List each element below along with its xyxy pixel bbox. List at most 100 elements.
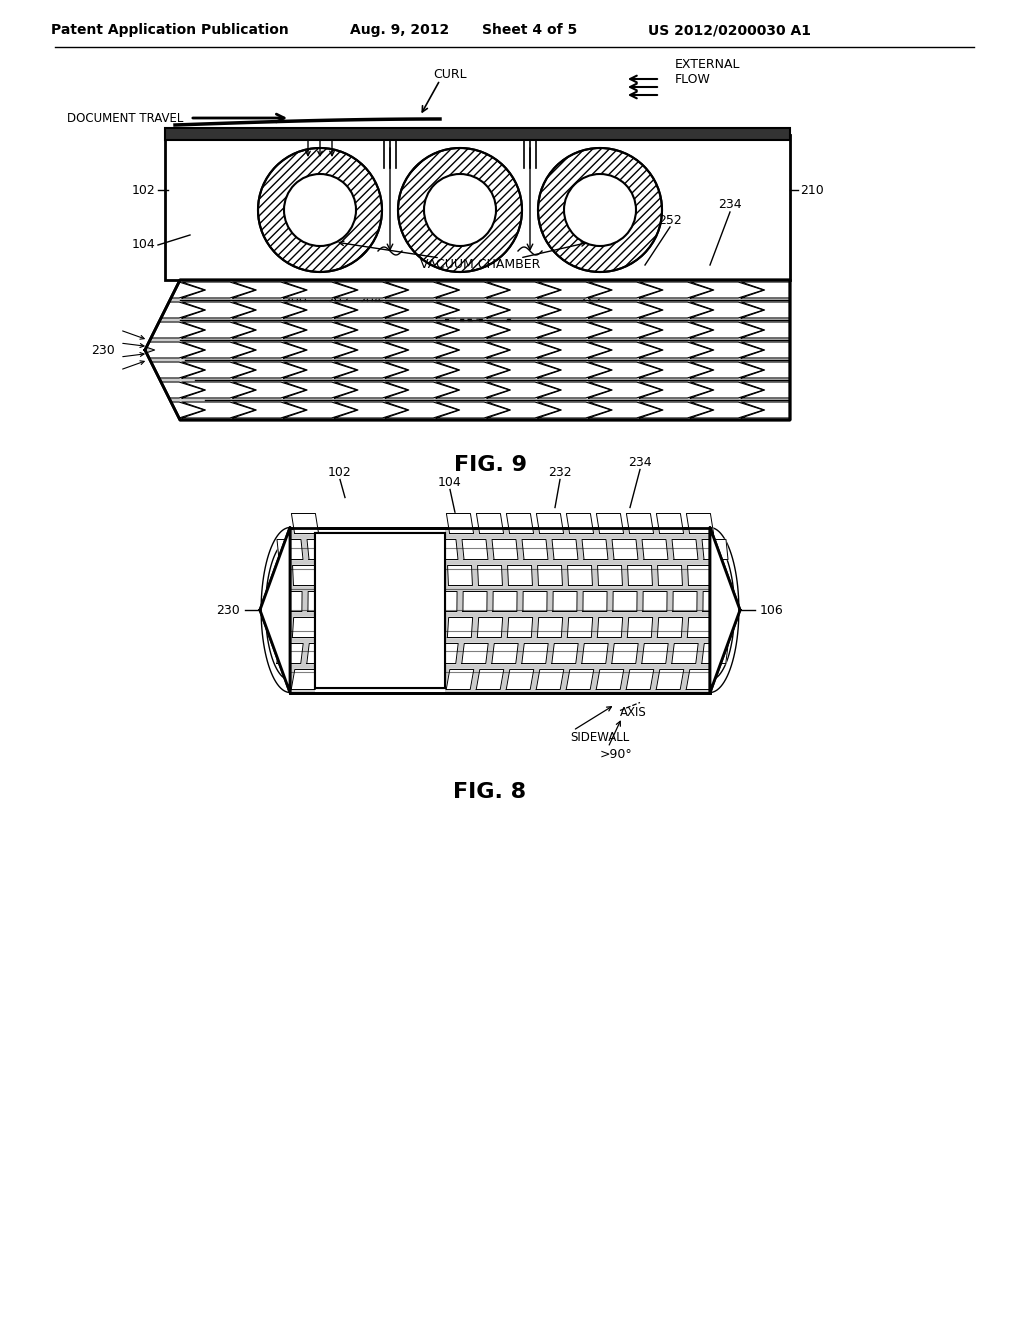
Polygon shape xyxy=(690,322,764,338)
Polygon shape xyxy=(487,362,560,378)
Polygon shape xyxy=(673,591,697,611)
Bar xyxy=(165,135,790,280)
Polygon shape xyxy=(538,282,611,298)
Polygon shape xyxy=(260,528,290,693)
Polygon shape xyxy=(538,362,611,378)
Polygon shape xyxy=(656,669,684,689)
Text: US 2012/0200030 A1: US 2012/0200030 A1 xyxy=(648,22,811,37)
Polygon shape xyxy=(385,302,459,318)
Text: 106: 106 xyxy=(760,603,783,616)
Polygon shape xyxy=(292,513,318,533)
Polygon shape xyxy=(260,528,290,693)
Polygon shape xyxy=(627,513,653,533)
Polygon shape xyxy=(492,540,518,560)
Polygon shape xyxy=(385,322,459,338)
Polygon shape xyxy=(307,644,333,664)
Polygon shape xyxy=(522,644,548,664)
Polygon shape xyxy=(446,669,474,689)
Polygon shape xyxy=(307,540,333,560)
Polygon shape xyxy=(284,342,357,358)
Text: FIG. 8: FIG. 8 xyxy=(454,783,526,803)
Polygon shape xyxy=(335,322,408,338)
Polygon shape xyxy=(538,342,611,358)
Polygon shape xyxy=(232,403,306,418)
Polygon shape xyxy=(596,513,624,533)
Polygon shape xyxy=(506,669,534,689)
Polygon shape xyxy=(672,540,698,560)
Polygon shape xyxy=(690,282,764,298)
Polygon shape xyxy=(278,591,302,611)
Polygon shape xyxy=(308,591,332,611)
Polygon shape xyxy=(598,565,623,586)
Polygon shape xyxy=(293,565,317,586)
Polygon shape xyxy=(672,644,698,664)
Polygon shape xyxy=(552,644,579,664)
Polygon shape xyxy=(702,591,727,611)
Polygon shape xyxy=(566,669,594,689)
Polygon shape xyxy=(462,644,488,664)
Polygon shape xyxy=(589,362,662,378)
Polygon shape xyxy=(640,322,713,338)
Polygon shape xyxy=(792,403,865,418)
Polygon shape xyxy=(432,540,458,560)
Polygon shape xyxy=(741,342,814,358)
Polygon shape xyxy=(582,540,608,560)
Polygon shape xyxy=(589,322,662,338)
Bar xyxy=(290,528,315,693)
Polygon shape xyxy=(477,618,503,638)
Polygon shape xyxy=(463,591,487,611)
Polygon shape xyxy=(292,618,317,638)
Polygon shape xyxy=(583,591,607,611)
Text: CURL: CURL xyxy=(433,69,467,82)
Bar xyxy=(290,528,315,693)
Polygon shape xyxy=(741,362,814,378)
Polygon shape xyxy=(690,342,764,358)
Polygon shape xyxy=(589,381,662,399)
Polygon shape xyxy=(232,381,306,399)
Polygon shape xyxy=(446,513,473,533)
Polygon shape xyxy=(628,565,652,586)
Polygon shape xyxy=(335,403,408,418)
Polygon shape xyxy=(335,342,408,358)
Polygon shape xyxy=(792,342,865,358)
Polygon shape xyxy=(335,282,408,298)
Text: 234: 234 xyxy=(718,198,741,211)
Polygon shape xyxy=(487,302,560,318)
Polygon shape xyxy=(640,381,713,399)
Polygon shape xyxy=(702,540,728,560)
Polygon shape xyxy=(582,644,608,664)
Polygon shape xyxy=(335,302,408,318)
Polygon shape xyxy=(284,302,357,318)
Polygon shape xyxy=(232,342,306,358)
Polygon shape xyxy=(690,403,764,418)
Polygon shape xyxy=(640,342,713,358)
Text: 104: 104 xyxy=(131,239,155,252)
Polygon shape xyxy=(656,513,684,533)
Polygon shape xyxy=(487,282,560,298)
Polygon shape xyxy=(589,403,662,418)
Text: 230: 230 xyxy=(216,603,240,616)
Circle shape xyxy=(538,148,662,272)
Polygon shape xyxy=(640,362,713,378)
Polygon shape xyxy=(508,565,532,586)
Circle shape xyxy=(564,174,636,246)
Polygon shape xyxy=(538,403,611,418)
Text: 210: 210 xyxy=(800,183,823,197)
Text: 232: 232 xyxy=(548,466,571,479)
Text: Sheet 4 of 5: Sheet 4 of 5 xyxy=(482,22,578,37)
Polygon shape xyxy=(690,381,764,399)
Polygon shape xyxy=(538,322,611,338)
Text: 202: 202 xyxy=(326,293,350,306)
Polygon shape xyxy=(476,669,504,689)
Polygon shape xyxy=(131,362,205,378)
Polygon shape xyxy=(462,540,488,560)
Polygon shape xyxy=(284,403,357,418)
Text: FIG. 9: FIG. 9 xyxy=(454,455,526,475)
Polygon shape xyxy=(566,513,594,533)
Polygon shape xyxy=(686,669,714,689)
Polygon shape xyxy=(477,565,503,586)
Polygon shape xyxy=(640,403,713,418)
Circle shape xyxy=(284,174,356,246)
Polygon shape xyxy=(792,362,865,378)
Polygon shape xyxy=(657,565,682,586)
